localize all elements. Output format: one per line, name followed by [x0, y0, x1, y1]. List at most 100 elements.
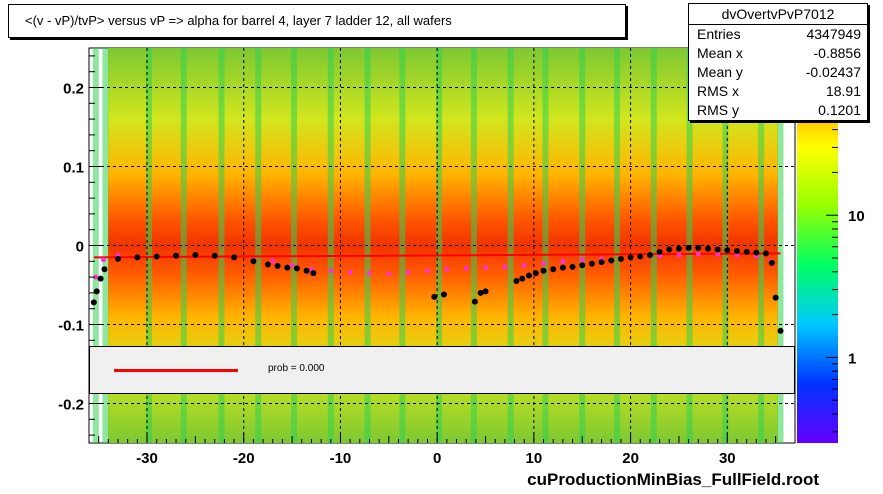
stats-row-entries: Entries 4347949: [689, 25, 867, 44]
stats-label: RMS x: [697, 83, 739, 99]
profile-point-black: [173, 252, 180, 259]
x-tick-label: -10: [330, 450, 352, 467]
profile-point-black: [293, 265, 300, 272]
profile-point-black: [743, 248, 750, 255]
profile-point-black: [646, 251, 653, 258]
stats-value: 18.91: [825, 83, 861, 99]
profile-point-black: [250, 258, 257, 265]
legend-line-swatch: [114, 369, 238, 372]
profile-point-black: [704, 245, 711, 252]
plot-title: <(v - vP)/tvP> versus vP => alpha for ba…: [8, 4, 626, 38]
profile-point-black: [637, 253, 644, 260]
profile-point-magenta: [101, 257, 107, 263]
profile-point-black: [526, 272, 533, 279]
profile-point-black: [231, 254, 238, 261]
profile-point-black: [772, 294, 779, 301]
profile-point-magenta: [676, 252, 682, 258]
z-tick-label: 10: [848, 208, 865, 225]
profile-point-magenta: [270, 258, 276, 264]
y-tick-label: -0.1: [58, 318, 84, 335]
profile-point-black: [666, 246, 673, 253]
heatmap-stripe: [180, 48, 187, 443]
stats-name: dvOvertvPvP7012: [689, 4, 867, 25]
profile-point-black: [569, 263, 576, 270]
profile-point-magenta: [405, 269, 411, 275]
profile-point-black: [724, 247, 731, 254]
y-tick-label: -0.2: [58, 397, 84, 414]
stats-label: Mean x: [697, 45, 743, 61]
profile-point-magenta: [328, 268, 334, 274]
profile-point-black: [714, 246, 721, 253]
stats-label: Mean y: [697, 64, 743, 80]
profile-point-magenta: [289, 262, 295, 268]
profile-point-black: [211, 252, 218, 259]
profile-point-black: [777, 327, 784, 334]
profile-point-black: [617, 255, 624, 262]
profile-point-black: [477, 289, 484, 296]
profile-point-black: [310, 270, 317, 277]
footer-filename: cuProductionMinBias_FullField.root: [527, 470, 819, 489]
profile-point-black: [675, 245, 682, 252]
profile-point-magenta: [483, 265, 489, 271]
profile-point-black: [192, 251, 199, 258]
profile-point-black: [519, 275, 526, 282]
x-tick-label: 30: [719, 450, 736, 467]
profile-point-black: [695, 244, 702, 251]
x-tick-label: 10: [526, 450, 543, 467]
y-tick-label: 0: [76, 239, 84, 256]
profile-point-black: [685, 244, 692, 251]
stats-row-mean-x: Mean x -0.8856: [689, 44, 867, 63]
stats-box: dvOvertvPvP7012 Entries 4347949 Mean x -…: [688, 3, 868, 121]
profile-point-black: [656, 248, 663, 255]
heatmap-stripe: [102, 48, 109, 443]
profile-point-magenta: [579, 257, 585, 263]
stats-value: 0.1201: [818, 102, 861, 118]
stats-row-rms-y: RMS y 0.1201: [689, 101, 867, 120]
profile-point-magenta: [347, 269, 353, 275]
profile-point-black: [768, 259, 775, 266]
title-text: <(v - vP)/tvP> versus vP => alpha for ba…: [25, 13, 452, 28]
profile-point-black: [608, 257, 615, 264]
profile-point-magenta: [502, 264, 508, 270]
profile-point-black: [93, 288, 100, 295]
profile-point-black: [598, 259, 605, 266]
profile-point-black: [559, 264, 566, 271]
profile-point-black: [101, 266, 108, 273]
profile-point-black: [540, 267, 547, 274]
profile-point-black: [579, 262, 586, 269]
profile-point-black: [153, 253, 160, 260]
profile-point-black: [303, 267, 310, 274]
profile-point-black: [532, 270, 539, 277]
profile-point-black: [431, 293, 438, 300]
profile-point-black: [471, 298, 478, 305]
stats-row-rms-x: RMS x 18.91: [689, 82, 867, 101]
y-tick-label: 0.2: [63, 81, 84, 98]
x-tick-label: -20: [233, 450, 255, 467]
stats-label: RMS y: [697, 102, 739, 118]
profile-point-magenta: [424, 268, 430, 274]
profile-point-magenta: [715, 251, 721, 257]
profile-point-black: [440, 291, 447, 298]
x-tick-label: -30: [136, 450, 158, 467]
profile-point-magenta: [444, 266, 450, 272]
profile-point-magenta: [560, 258, 566, 264]
profile-point-black: [90, 299, 97, 306]
fit-legend: prob = 0.000: [89, 346, 795, 394]
profile-point-black: [482, 288, 489, 295]
fit-line: [93, 252, 781, 259]
profile-point-black: [733, 248, 740, 255]
x-tick-label: 0: [433, 450, 441, 467]
profile-point-black: [588, 260, 595, 267]
profile-point-magenta: [463, 265, 469, 271]
profile-point-magenta: [541, 261, 547, 267]
stats-value: 4347949: [806, 26, 861, 42]
y-tick-label: 0.1: [63, 160, 84, 177]
profile-point-magenta: [695, 251, 701, 257]
profile-point-black: [627, 254, 634, 261]
profile-point-magenta: [386, 271, 392, 277]
legend-label: prob = 0.000: [268, 363, 325, 374]
z-tick-label: 1: [848, 350, 856, 367]
profile-point-black: [762, 250, 769, 257]
profile-point-black: [513, 278, 520, 285]
profile-point-black: [274, 263, 281, 270]
